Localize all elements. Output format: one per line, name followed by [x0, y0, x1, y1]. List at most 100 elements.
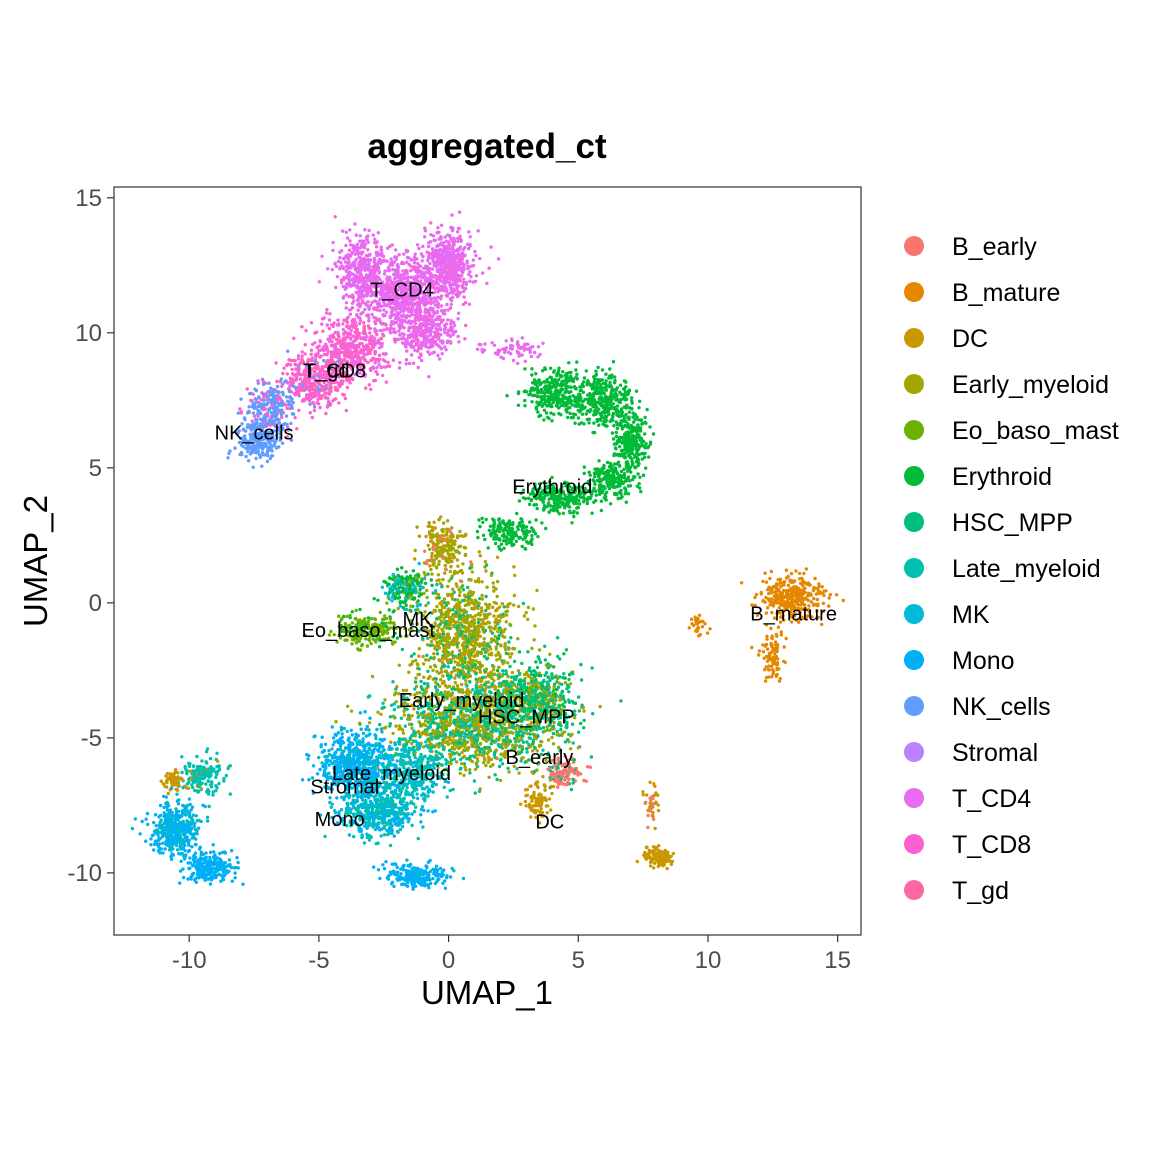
cell-point	[356, 291, 360, 295]
cell-point	[418, 352, 423, 356]
cell-point	[528, 350, 532, 354]
cell-point	[544, 411, 549, 415]
cell-point	[606, 397, 610, 401]
cell-point	[326, 267, 330, 271]
cell-point	[279, 412, 284, 417]
cell-point	[390, 309, 394, 313]
cell-point	[285, 406, 289, 411]
cell-point	[403, 308, 407, 312]
cell-point	[610, 431, 615, 435]
cell-point	[330, 343, 334, 348]
cell-point	[458, 236, 462, 241]
cell-point	[441, 244, 446, 248]
cell-point	[569, 385, 573, 390]
cell-point	[578, 385, 582, 389]
cell-point	[365, 313, 369, 318]
cell-point	[351, 283, 355, 288]
cell-point	[454, 292, 458, 297]
scatter-clusters	[130, 210, 845, 891]
cell-point	[361, 344, 366, 349]
cell-point	[542, 408, 547, 412]
cell-point	[551, 400, 555, 405]
cell-point	[575, 506, 579, 510]
cell-point	[377, 270, 382, 274]
cell-point	[331, 240, 335, 245]
cell-point	[426, 315, 430, 319]
cell-point	[523, 404, 527, 408]
cell-point	[400, 261, 404, 266]
cell-point	[419, 327, 423, 331]
cell-point	[348, 331, 352, 336]
cell-point	[401, 269, 405, 273]
cell-point	[335, 275, 340, 279]
cell-point	[290, 412, 295, 416]
cell-point	[358, 318, 363, 323]
cell-point	[355, 314, 359, 318]
cell-point	[487, 266, 491, 270]
cell-point	[555, 508, 559, 512]
cell-point	[364, 338, 368, 342]
cell-point	[592, 486, 596, 490]
cell-point	[493, 351, 498, 355]
cell-point	[640, 457, 644, 461]
cell-point	[591, 385, 596, 389]
cell-point	[343, 256, 347, 260]
cell-point	[559, 381, 564, 385]
cell-point	[392, 277, 397, 281]
cell-point	[391, 358, 396, 362]
cell-point	[415, 301, 419, 305]
cell-point	[596, 365, 600, 370]
cell-point	[577, 402, 581, 407]
cell-point	[260, 464, 264, 468]
cell-point	[554, 383, 559, 388]
cell-point	[374, 369, 378, 374]
cell-point	[565, 504, 569, 508]
cell-point	[651, 432, 656, 436]
cell-point	[414, 269, 418, 274]
cell-point	[447, 243, 452, 247]
cell-point	[393, 316, 398, 321]
cell-point	[615, 426, 620, 431]
cell-point	[586, 393, 590, 397]
cell-point	[427, 296, 431, 300]
cell-point	[379, 365, 383, 370]
cell-point	[547, 510, 551, 514]
cell-point	[435, 287, 439, 291]
cell-point	[639, 418, 644, 422]
cell-point	[394, 281, 398, 285]
cell-point	[429, 272, 433, 276]
cell-point	[267, 381, 271, 385]
cell-point	[328, 384, 332, 388]
cell-point	[333, 261, 337, 265]
cell-point	[541, 341, 545, 345]
cell-point	[334, 349, 339, 353]
cell-point	[509, 540, 513, 544]
cell-point	[594, 498, 598, 503]
cell-point	[380, 294, 385, 299]
cell-point	[431, 259, 435, 263]
cell-point	[397, 329, 401, 333]
cell-point	[616, 496, 620, 501]
cell-point	[421, 244, 425, 249]
cell-point	[320, 388, 325, 392]
cell-point	[621, 448, 625, 452]
cell-point	[242, 416, 247, 420]
cell-point	[270, 454, 274, 458]
cell-point	[594, 489, 598, 493]
cell-point	[286, 381, 290, 385]
cell-point	[333, 330, 337, 335]
cell-point	[344, 301, 349, 305]
cell-point	[464, 679, 468, 683]
cell-point	[361, 250, 365, 254]
cell-point	[251, 465, 255, 469]
cell-point	[228, 449, 232, 453]
cell-point	[415, 243, 420, 247]
cell-point	[624, 479, 629, 483]
cell-point	[405, 294, 409, 298]
cell-point	[436, 226, 440, 230]
cell-point	[623, 433, 627, 437]
cell-point	[584, 412, 588, 416]
cell-point	[613, 381, 617, 385]
cell-point	[407, 328, 411, 333]
cell-point	[367, 326, 371, 330]
